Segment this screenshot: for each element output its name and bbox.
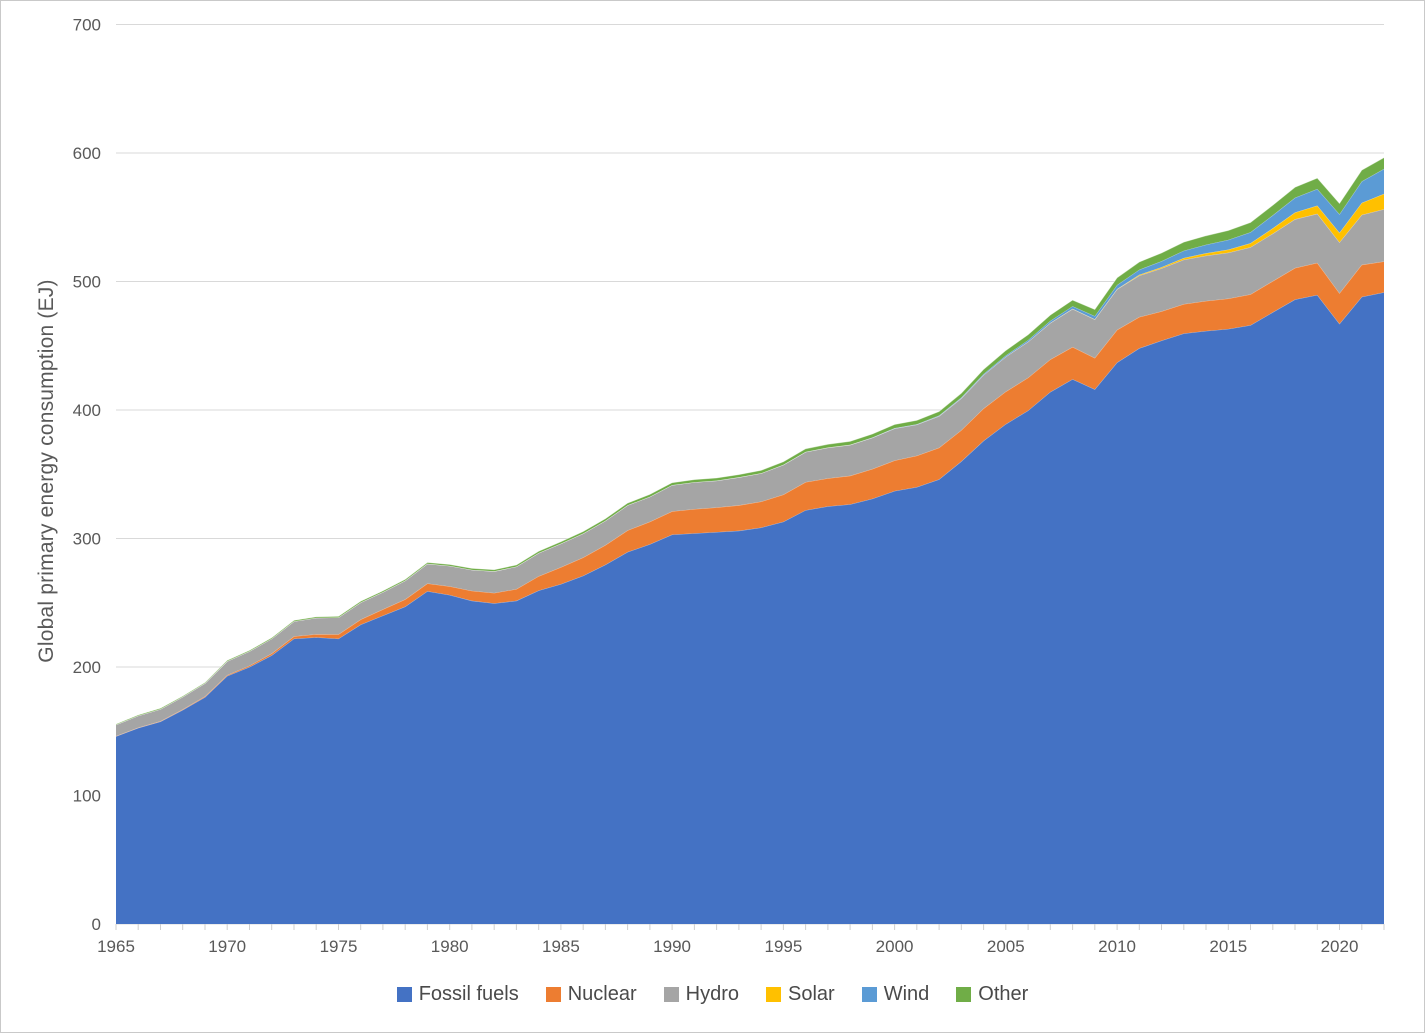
x-tick-label: 1980 [431,937,469,956]
x-tick-label: 1985 [542,937,580,956]
legend-label: Other [978,983,1029,1005]
legend-swatch-other [956,987,972,1002]
legend-item-fossil-fuels: Fossil fuels [396,983,519,1006]
y-tick-label: 600 [73,144,101,163]
x-tick-label: 1975 [320,937,358,956]
legend-swatch-hydro [663,987,679,1002]
x-tick-label: 1995 [764,937,802,956]
x-tick-label: 2015 [1209,937,1247,956]
y-tick-label: 700 [73,15,101,34]
y-tick-label: 0 [92,915,101,934]
legend-swatch-fossil-fuels [396,987,412,1002]
y-axis-title: Global primary energy consumption (EJ) [35,279,58,663]
y-tick-label: 400 [73,401,101,420]
x-tick-label: 2020 [1321,937,1359,956]
legend-swatch-nuclear [545,987,561,1002]
y-tick-label: 100 [73,786,101,805]
legend-swatch-solar [766,987,781,1002]
legend-label: Hydro [685,983,739,1005]
x-tick-label: 2000 [876,937,914,956]
legend-label: Fossil fuels [418,983,519,1005]
area-hydro [116,209,1384,736]
area-fossil-fuels [116,292,1384,924]
stacked-areas [115,157,1385,924]
legend-item-nuclear: Nuclear [545,983,637,1006]
legend-label: Solar [788,983,835,1005]
x-axis-tick-marks [115,924,1385,930]
area-boundary-other [115,157,1385,725]
legend: Fossil fuels Nuclear Hydro Solar Wind Other [1,983,1424,1006]
y-tick-label: 500 [73,272,101,291]
legend-label: Wind [883,983,930,1005]
y-tick-label: 300 [73,529,101,548]
y-tick-label: 200 [73,658,101,677]
legend-label: Nuclear [567,983,637,1005]
legend-item-hydro: Hydro [663,983,739,1006]
y-axis-labels: 0 100 200 300 400 500 600 700 [73,15,101,934]
x-tick-label: 1965 [97,937,135,956]
legend-item-solar: Solar [766,983,835,1006]
legend-item-wind: Wind [861,983,930,1006]
legend-item-other: Other [956,983,1028,1006]
x-axis-labels: 1965 1970 1975 1980 1985 1990 1995 2000 2005 2010… [97,937,1358,956]
x-tick-label: 2010 [1098,937,1136,956]
x-tick-label: 1970 [208,937,246,956]
area-nuclear [116,261,1384,737]
x-tick-label: 2005 [987,937,1025,956]
x-tick-label: 1990 [653,937,691,956]
legend-swatch-wind [861,987,877,1002]
